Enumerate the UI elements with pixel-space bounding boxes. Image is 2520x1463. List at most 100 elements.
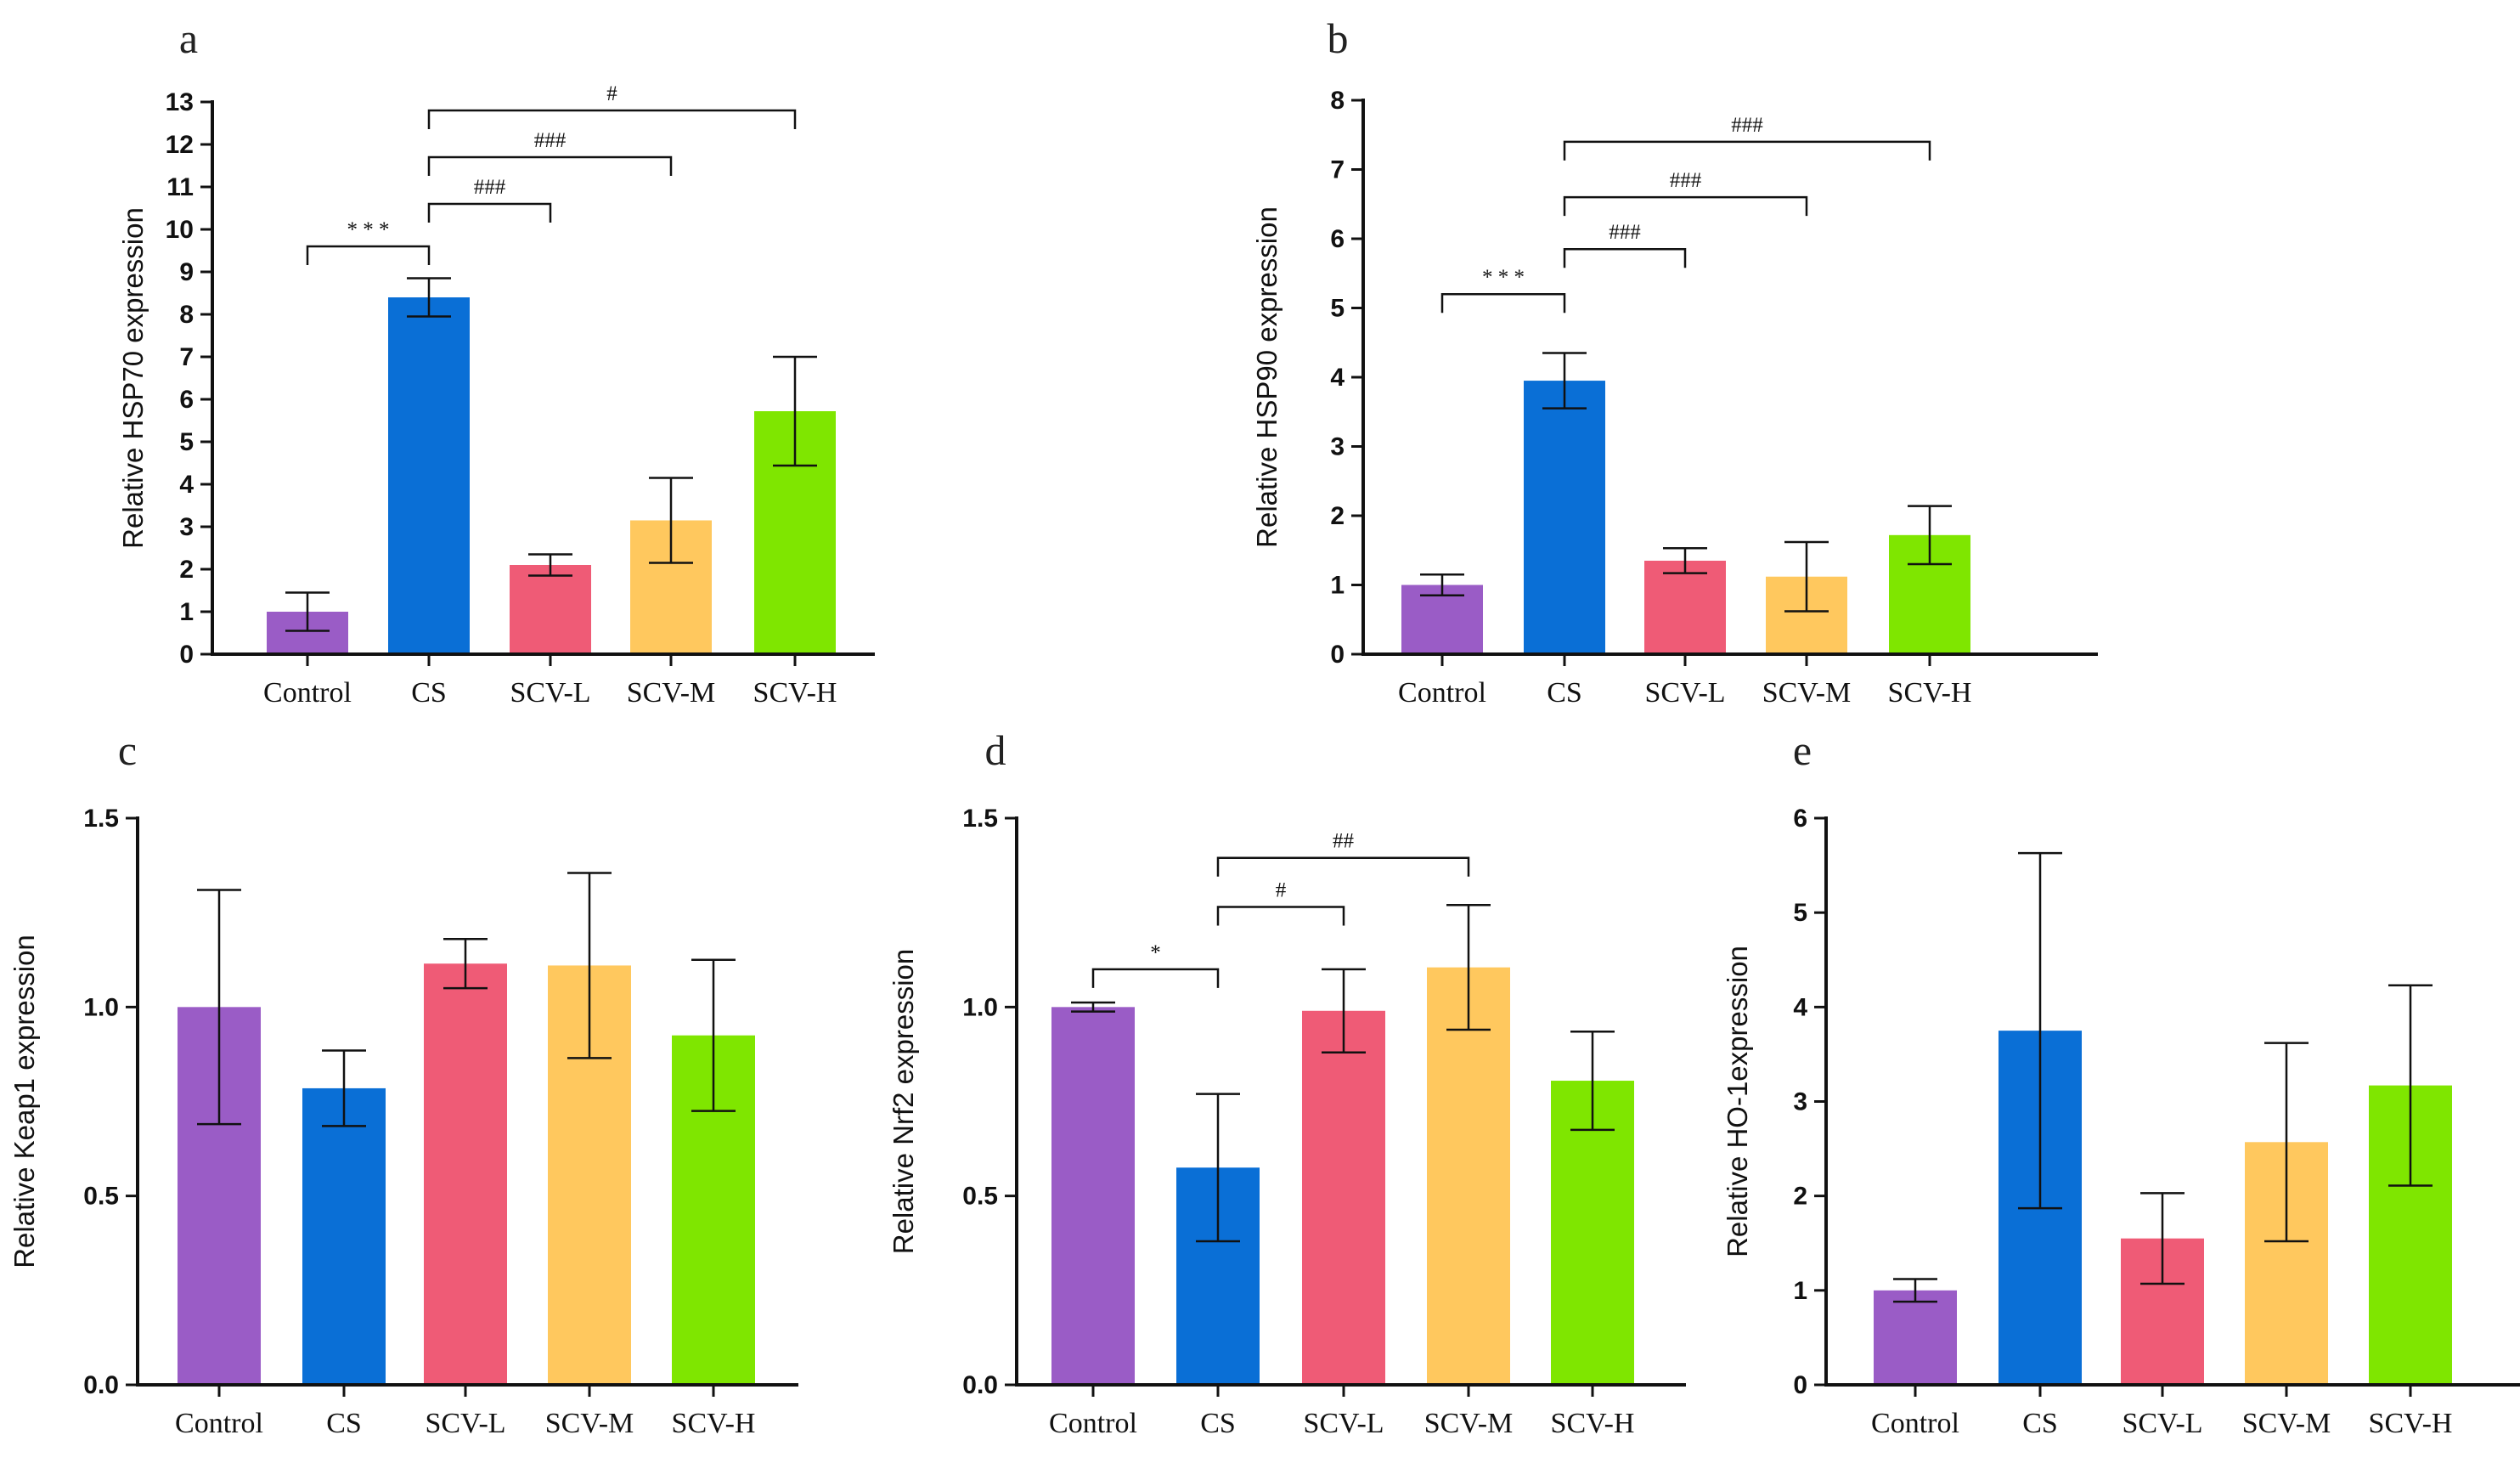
y-tick-label: 7 [1330, 156, 1345, 184]
y-tick-label: 1.0 [962, 993, 998, 1021]
y-tick-label: 11 [166, 173, 194, 201]
y-tick-label: 8 [179, 301, 194, 329]
y-tick-label: 6 [1330, 225, 1345, 253]
y-tick-label: 6 [1793, 805, 1807, 833]
x-tick-label: SCV-L [1303, 1408, 1384, 1439]
y-tick-label: 5 [1330, 295, 1345, 323]
y-tick-label: 9 [179, 258, 194, 286]
y-tick-label: 0 [1330, 641, 1345, 669]
significance-label: * [1150, 941, 1161, 964]
y-tick-label: 6 [179, 386, 194, 414]
y-tick-label: 0.0 [83, 1371, 119, 1399]
y-tick-label: 1.5 [83, 805, 119, 833]
y-axis-title: Relative Nrf2 expression [888, 949, 919, 1255]
bar-scv-l [424, 963, 507, 1385]
y-tick-label: 5 [1793, 899, 1807, 927]
y-tick-label: 3 [179, 513, 194, 541]
error-bar-scv-m [567, 872, 612, 1059]
y-axis-title: Relative HO-1expression [1722, 946, 1753, 1257]
bar-control [1874, 1290, 1957, 1385]
error-bar-scv-m [1784, 540, 1829, 613]
x-tick-label: CS [411, 677, 447, 709]
y-tick-label: 10 [166, 216, 194, 244]
panel-c: c 0.0 0.5 1.0 1.5 Control CS SCV-L SCV-M SCV-H Rel… [8, 726, 798, 1439]
significance-bracket [1216, 906, 1345, 926]
panel-letter-e: e [1793, 726, 1812, 774]
significance-bracket [427, 202, 552, 223]
y-tick-label: 1.0 [83, 993, 119, 1021]
significance-bracket [1440, 292, 1566, 314]
bar-control [1051, 1007, 1135, 1385]
error-bar-scv-h [691, 958, 736, 1112]
error-bar-scv-l [528, 553, 572, 577]
error-bar-control [197, 889, 241, 1126]
x-tick-label: CS [1547, 677, 1582, 709]
error-bar-control [1071, 1001, 1115, 1013]
error-bar-scv-l [443, 938, 488, 990]
x-tick-label: SCV-M [1424, 1408, 1514, 1439]
error-bar-scv-m [649, 477, 693, 564]
y-tick-label: 2 [1793, 1183, 1807, 1211]
panel-d: d 0.0 0.5 1.0 1.5 Control CS SCV-L SCV-M SCV-H Rel… [888, 726, 1686, 1439]
y-tick-label: 2 [1330, 502, 1345, 530]
x-tick-label: SCV-L [425, 1408, 505, 1439]
error-bar-scv-h [2388, 984, 2433, 1187]
x-tick-label: SCV-H [2369, 1408, 2453, 1439]
significance-label: ### [474, 176, 506, 199]
x-tick-label: SCV-H [672, 1408, 756, 1439]
y-tick-label: 3 [1330, 433, 1345, 461]
bar-cs [302, 1087, 386, 1385]
y-tick-label: 7 [179, 343, 194, 371]
significance-bracket [1563, 140, 1931, 161]
significance-label: ### [534, 129, 567, 152]
x-tick-label: Control [1871, 1408, 1959, 1439]
x-tick-label: SCV-L [2122, 1408, 2202, 1439]
y-tick-label: 4 [1793, 993, 1807, 1021]
significance-label: ## [1333, 830, 1355, 853]
axes [1361, 99, 2098, 656]
bar-cs [1524, 381, 1605, 654]
error-bar-scv-h [773, 355, 817, 467]
significance-label: ### [1670, 169, 1702, 192]
x-tick-label: SCV-M [1762, 677, 1852, 709]
significance-label: # [1276, 878, 1287, 901]
error-bar-control [1893, 1278, 1937, 1303]
error-bar-scv-l [1663, 547, 1707, 574]
y-tick-label: 0.0 [962, 1371, 998, 1399]
bar-cs [388, 297, 470, 654]
bar-scv-l [1302, 1010, 1385, 1385]
x-tick-label: CS [2022, 1408, 2058, 1439]
error-bar-scv-l [2140, 1192, 2185, 1285]
x-tick-label: SCV-H [1551, 1408, 1635, 1439]
error-bar-cs [1196, 1093, 1240, 1243]
significance-label: ### [1731, 114, 1763, 137]
significance-bracket [306, 245, 431, 265]
y-axis-title: Relative Keap1 expression [8, 935, 40, 1268]
significance-label: ### [1609, 221, 1641, 244]
y-tick-label: 0 [1793, 1371, 1807, 1399]
panel-letter-b: b [1328, 14, 1349, 62]
y-axis-title: Relative HSP90 expression [1251, 206, 1283, 548]
y-tick-label: 2 [179, 556, 194, 584]
significance-label: * * * [347, 218, 390, 241]
error-bar-scv-l [1322, 968, 1366, 1053]
y-tick-label: 1 [1330, 572, 1345, 600]
bar-scv-l [1644, 560, 1726, 654]
x-tick-label: Control [263, 677, 352, 709]
bar-scv-h [1551, 1081, 1634, 1385]
y-tick-label: 8 [1330, 87, 1345, 115]
error-bar-scv-m [1446, 904, 1491, 1031]
error-bar-cs [1542, 352, 1587, 410]
error-bar-control [1420, 573, 1464, 596]
significance-label: # [606, 82, 617, 105]
error-bar-cs [407, 277, 451, 318]
significance-bracket [427, 109, 797, 129]
panel-e: e 0 1 2 3 4 5 6 Control CS SCV-L SCV-M SCV-H Relative… [1722, 726, 2520, 1439]
significance-bracket [1216, 856, 1470, 877]
significance-bracket [1563, 247, 1687, 268]
x-tick-label: SCV-H [1888, 677, 1972, 709]
x-tick-label: SCV-L [510, 677, 590, 709]
x-tick-label: SCV-L [1644, 677, 1725, 709]
